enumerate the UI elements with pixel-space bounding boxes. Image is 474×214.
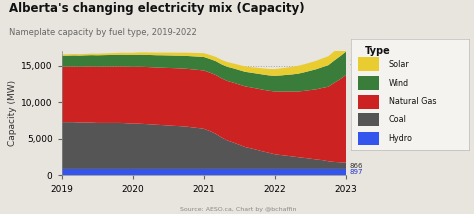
Text: Natural Gas: Natural Gas <box>389 97 436 106</box>
Text: Coal: Coal <box>389 115 407 124</box>
Text: Nameplate capacity by fuel type, 2019-2022: Nameplate capacity by fuel type, 2019-20… <box>9 28 197 37</box>
Text: 897: 897 <box>349 169 363 175</box>
Text: Solar: Solar <box>389 60 410 69</box>
Text: Type: Type <box>365 46 391 56</box>
FancyBboxPatch shape <box>358 76 379 90</box>
Text: Hydro: Hydro <box>389 134 413 143</box>
FancyBboxPatch shape <box>358 57 379 71</box>
Y-axis label: Capacity (MW): Capacity (MW) <box>8 80 17 146</box>
Text: 866: 866 <box>349 163 363 169</box>
FancyBboxPatch shape <box>358 113 379 126</box>
FancyBboxPatch shape <box>358 132 379 145</box>
FancyBboxPatch shape <box>358 95 379 109</box>
Text: 1337: 1337 <box>349 44 367 50</box>
Text: Source: AESO.ca, Chart by @bchaffin: Source: AESO.ca, Chart by @bchaffin <box>180 207 297 212</box>
Text: 11313: 11313 <box>219 108 246 117</box>
Text: Wind: Wind <box>389 79 409 88</box>
Text: Alberta's changing electricity mix (Capacity): Alberta's changing electricity mix (Capa… <box>9 2 305 15</box>
Text: 3207: 3207 <box>349 60 367 66</box>
